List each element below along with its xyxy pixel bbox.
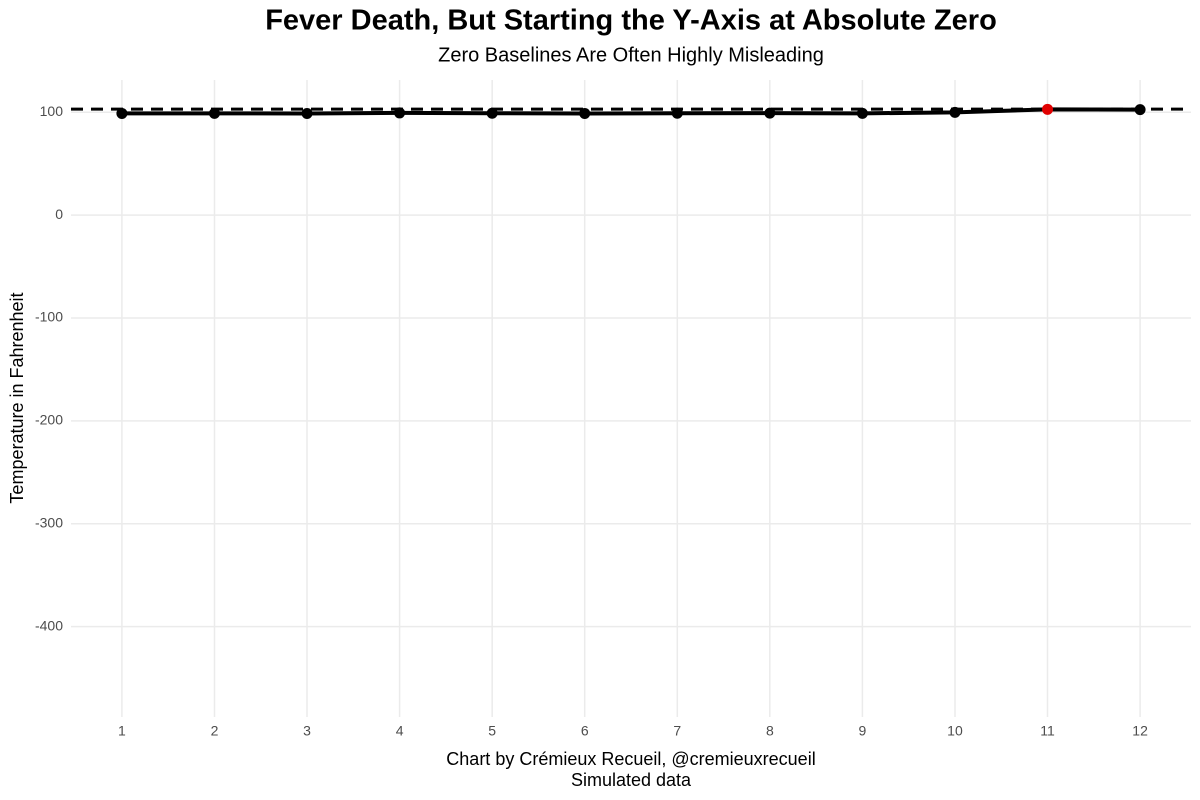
point — [301, 108, 313, 120]
point — [764, 107, 776, 119]
y-tick-label: -100 — [35, 309, 63, 325]
y-tick-label: -300 — [35, 514, 63, 530]
x-tick-label: 8 — [766, 723, 774, 739]
caption: Simulated data — [571, 770, 692, 790]
chart-title: Fever Death, But Starting the Y-Axis at … — [265, 5, 997, 37]
y-tick-label: -400 — [35, 617, 63, 633]
y-tick-label: -200 — [35, 412, 63, 428]
x-tick-label: 3 — [303, 723, 311, 739]
point — [579, 107, 591, 119]
x-tick-label: 9 — [859, 723, 867, 739]
series-line — [121, 107, 1141, 116]
point — [394, 107, 406, 119]
point — [1042, 103, 1054, 115]
point — [949, 106, 961, 118]
chart-subtitle: Zero Baselines Are Often Highly Misleadi… — [438, 44, 824, 66]
x-tick-label: 11 — [1040, 723, 1055, 739]
x-tick-label: 7 — [673, 723, 681, 739]
point — [1134, 104, 1146, 116]
point — [856, 107, 868, 119]
y-tick-label: 0 — [55, 206, 63, 222]
x-tick-label: 2 — [211, 723, 219, 739]
point — [486, 107, 498, 119]
y-tick-label: 100 — [40, 103, 64, 119]
point — [208, 107, 220, 119]
x-tick-label: 6 — [581, 723, 589, 739]
point — [671, 107, 683, 119]
x-tick-label: 4 — [396, 723, 404, 739]
x-tick-label: 12 — [1132, 723, 1148, 739]
caption: Chart by Crémieux Recueil, @cremieuxrecu… — [446, 749, 815, 769]
x-tick-label: 10 — [947, 723, 963, 739]
x-tick-label: 1 — [118, 723, 126, 739]
y-axis-label: Temperature in Fahrenheit — [7, 292, 27, 503]
x-tick-label: 5 — [488, 723, 496, 739]
point — [116, 107, 128, 119]
